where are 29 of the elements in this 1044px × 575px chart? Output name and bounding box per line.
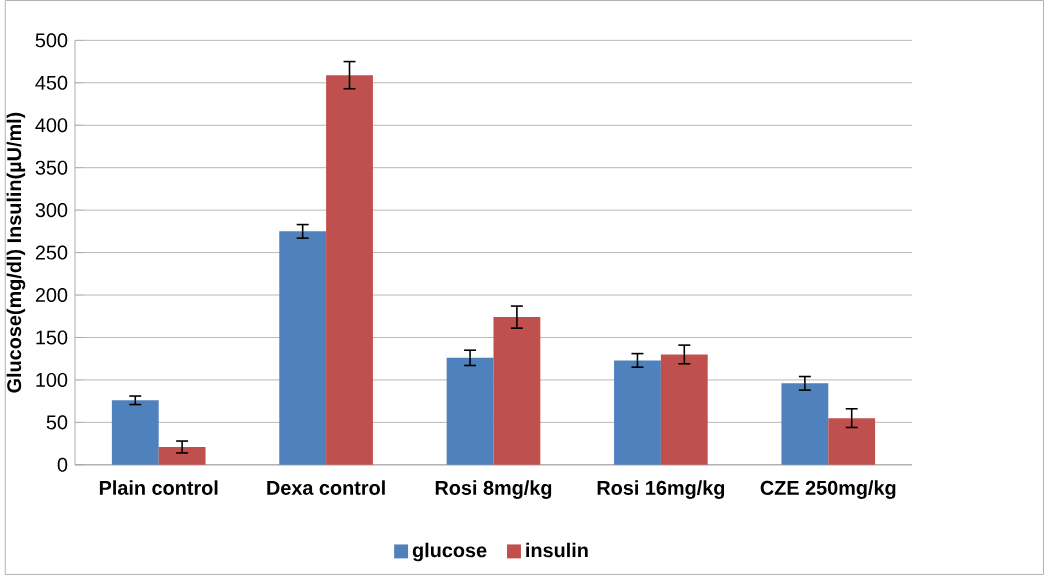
bar (326, 75, 373, 465)
y-axis-title: Glucose(mg/dl) Insulin(µU/ml) (6, 112, 26, 393)
y-tick-label: 450 (35, 75, 68, 90)
y-tick-label: 500 (35, 33, 68, 48)
bar (614, 360, 661, 465)
x-tick-label: Rosi 16mg/kg (597, 480, 725, 499)
bar (446, 357, 494, 465)
bar (828, 418, 876, 465)
y-tick-label: 50 (46, 415, 68, 430)
bar (279, 231, 327, 465)
x-tick-label: Dexa control (267, 480, 385, 495)
y-tick-label: 250 (35, 245, 68, 260)
x-tick-label: Plain control (99, 480, 218, 495)
legend-label: glucose (412, 542, 487, 562)
bar (158, 447, 206, 465)
y-tick-label: 100 (36, 372, 68, 387)
x-tick-label: CZE 250mg/kg (760, 480, 896, 499)
y-tick-label: 0 (57, 457, 68, 472)
bar (660, 354, 708, 465)
y-tick-label: 400 (35, 118, 68, 133)
y-tick-label: 300 (35, 203, 68, 218)
y-tick-label: 350 (35, 160, 68, 175)
x-tick-label: Rosi 8mg/kg (435, 480, 552, 499)
legend-label: insulin (526, 542, 588, 558)
bar (493, 317, 541, 465)
y-tick-label: 200 (35, 288, 68, 303)
bar (781, 383, 829, 465)
y-tick-label: 150 (36, 330, 68, 345)
bar (111, 400, 159, 465)
